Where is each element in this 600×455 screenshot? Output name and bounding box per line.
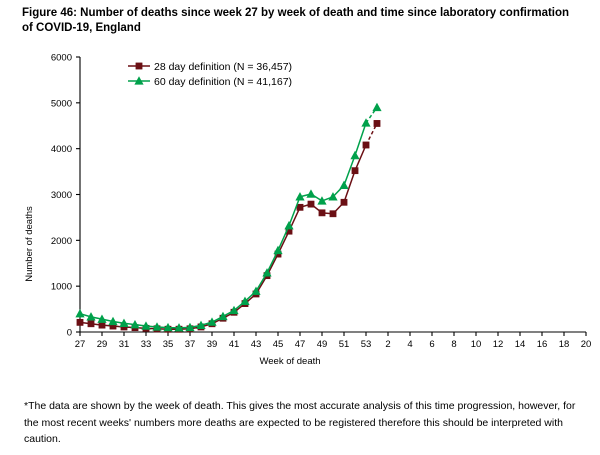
data-point-marker — [295, 192, 305, 201]
footnote-text: *The data are shown by the week of death… — [24, 400, 576, 445]
x-axis: 27 29 31 33 35 37 39 41 43 45 47 49 51 53 2 4 6 8 10 12 14 16… — [75, 331, 592, 350]
data-point-marker — [130, 319, 140, 329]
data-point-marker — [317, 196, 327, 205]
data-point-marker — [361, 118, 371, 127]
legend-label: 60 day definition (N = 41,167) — [154, 76, 292, 88]
data-point-marker — [350, 150, 360, 160]
data-point-marker — [119, 318, 129, 327]
data-series-group — [75, 102, 382, 333]
y-tick-label: 5000 — [51, 98, 72, 109]
chart-legend: 28 day definition (N = 36,457) 60 day def… — [128, 61, 292, 88]
y-axis: 0 1000 2000 3000 4000 5000 6000 — [51, 53, 81, 339]
x-tick-label: 35 — [163, 339, 174, 350]
data-point-marker — [97, 314, 107, 323]
data-point-marker — [372, 102, 382, 112]
data-point-marker — [251, 286, 261, 295]
data-point-marker — [339, 180, 349, 189]
x-tick-label: 10 — [471, 339, 482, 350]
x-axis-title: Week of death — [259, 356, 320, 367]
series-line-dashed — [365, 106, 378, 124]
deaths-line-chart: 0 1000 2000 3000 4000 5000 6000 27 29 31 33 35 37 39… — [24, 53, 592, 368]
y-axis-title: Number of deaths — [24, 206, 35, 282]
data-point-marker — [262, 268, 272, 277]
data-point-marker — [135, 62, 143, 70]
data-point-marker — [373, 120, 381, 127]
y-tick-label: 3000 — [51, 190, 72, 201]
data-point-marker — [98, 321, 106, 329]
data-series — [76, 120, 381, 333]
legend-item: 60 day definition (N = 41,167) — [128, 76, 292, 88]
data-point-marker — [273, 245, 283, 255]
x-tick-label: 27 — [75, 339, 86, 350]
x-tick-label: 33 — [141, 339, 152, 350]
x-tick-label: 31 — [119, 339, 130, 350]
x-tick-label: 4 — [407, 339, 412, 350]
data-point-marker — [362, 141, 370, 149]
data-point-marker — [296, 203, 304, 211]
data-point-marker — [351, 167, 359, 175]
y-tick-label: 1000 — [51, 282, 72, 293]
x-tick-label: 47 — [295, 339, 306, 350]
x-tick-label: 16 — [537, 339, 548, 350]
data-point-marker — [76, 318, 84, 326]
data-point-marker — [318, 209, 326, 217]
data-point-marker — [218, 311, 228, 321]
x-tick-label: 2 — [385, 339, 390, 350]
data-point-marker — [284, 220, 294, 230]
y-tick-label: 4000 — [51, 144, 72, 155]
x-tick-label: 51 — [339, 339, 350, 350]
data-point-marker — [163, 322, 173, 332]
data-point-marker — [141, 321, 151, 330]
legend-item: 28 day definition (N = 36,457) — [128, 61, 292, 73]
chart-container: 0 1000 2000 3000 4000 5000 6000 27 29 31 33 35 37 39… — [0, 44, 600, 384]
data-point-marker — [87, 320, 95, 328]
y-tick-label: 0 — [67, 328, 72, 339]
legend-label: 28 day definition (N = 36,457) — [154, 61, 292, 73]
data-point-marker — [185, 322, 195, 332]
data-point-marker — [108, 316, 118, 326]
data-point-marker — [86, 312, 96, 321]
series-line-solid — [79, 122, 367, 329]
x-tick-label: 18 — [559, 339, 570, 350]
data-point-marker — [152, 322, 162, 331]
x-tick-label: 39 — [207, 339, 218, 350]
x-tick-label: 6 — [429, 339, 434, 350]
data-point-marker — [328, 192, 338, 201]
x-tick-label: 43 — [251, 339, 262, 350]
data-point-marker — [306, 189, 316, 198]
data-point-marker — [174, 323, 184, 332]
x-tick-label: 20 — [581, 339, 592, 350]
data-point-marker — [196, 320, 206, 330]
data-point-marker — [207, 317, 217, 326]
data-point-marker — [340, 198, 348, 206]
data-point-marker — [229, 305, 239, 315]
x-tick-label: 12 — [493, 339, 504, 350]
x-tick-label: 37 — [185, 339, 196, 350]
data-point-marker — [329, 210, 337, 218]
data-point-marker — [134, 76, 144, 85]
y-tick-label: 2000 — [51, 236, 72, 247]
data-point-marker — [75, 308, 85, 318]
data-series — [75, 102, 382, 332]
series-line-solid — [79, 144, 367, 330]
x-tick-label: 8 — [451, 339, 456, 350]
x-tick-label: 29 — [97, 339, 108, 350]
x-tick-label: 49 — [317, 339, 328, 350]
data-point-marker — [307, 200, 315, 208]
x-tick-label: 41 — [229, 339, 240, 350]
x-tick-label: 45 — [273, 339, 284, 350]
data-point-marker — [240, 296, 250, 305]
series-line-dashed — [365, 123, 378, 146]
x-tick-label: 14 — [515, 339, 526, 350]
page-title: Figure 46: Number of deaths since week 2… — [22, 7, 570, 34]
x-tick-label: 53 — [361, 339, 372, 350]
y-tick-label: 6000 — [51, 53, 72, 64]
